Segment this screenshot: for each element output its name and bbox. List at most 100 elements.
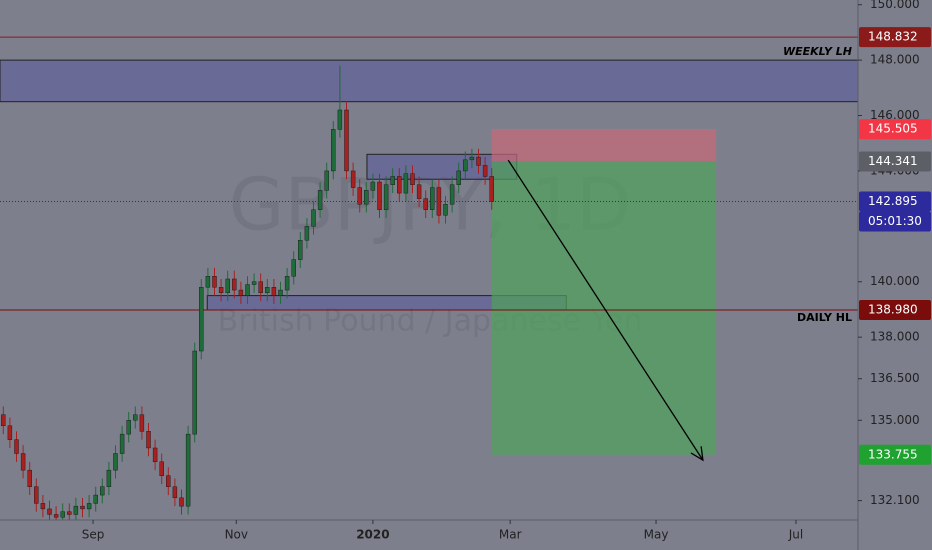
price-badge <box>859 151 931 172</box>
y-tick-label: 140.000 <box>870 274 920 288</box>
candle-body <box>423 198 428 210</box>
candle-body <box>443 203 448 216</box>
countdown-label: 05:01:30 <box>868 214 922 228</box>
candle-body <box>27 469 32 487</box>
zone <box>0 59 858 103</box>
candle-body <box>152 447 158 463</box>
candle-body <box>324 170 329 191</box>
candle-body <box>119 433 125 454</box>
candle-body <box>344 109 349 172</box>
candle-body <box>20 453 26 471</box>
price-badge <box>859 300 931 321</box>
candle-body <box>7 425 13 440</box>
candle-body <box>397 176 402 194</box>
y-tick-label: 150.000 <box>870 0 920 11</box>
candle-body <box>225 278 230 294</box>
candle-body <box>34 486 39 504</box>
candle-body <box>436 187 442 216</box>
candle-body <box>232 278 237 291</box>
price-badge <box>859 119 931 140</box>
stop-zone <box>491 129 717 162</box>
candle-body <box>245 284 250 296</box>
y-tick-label: 146.000 <box>870 108 920 122</box>
candle-body <box>40 503 46 510</box>
candle-body <box>265 287 270 294</box>
y-tick-label: 148.000 <box>870 53 920 67</box>
price-badge-label: 142.895 <box>868 194 918 208</box>
candle-body <box>298 239 303 260</box>
candle-body <box>60 511 65 518</box>
candle-body <box>185 433 191 507</box>
candle-body <box>430 187 435 210</box>
candle-body <box>331 129 336 172</box>
candle-body <box>159 461 164 476</box>
candle-body <box>489 176 494 202</box>
candle-body <box>482 165 488 177</box>
candle-body <box>278 289 283 296</box>
candle-body <box>364 190 369 205</box>
price-badge-label: 133.755 <box>868 447 918 461</box>
price-badge-label: 138.980 <box>868 303 918 317</box>
candle-body <box>139 414 145 432</box>
candle-body <box>337 109 343 130</box>
candle-body <box>463 159 468 172</box>
x-tick-label: Nov <box>225 528 248 542</box>
annotation: WEEKLY LH <box>783 45 852 58</box>
candle-body <box>251 281 257 285</box>
candle-body <box>416 184 422 199</box>
price-badge <box>859 191 931 212</box>
candle-body <box>350 170 356 188</box>
candle-body <box>100 486 105 496</box>
candle-body <box>271 287 277 296</box>
candle-body <box>357 187 362 205</box>
candle-body <box>212 276 217 288</box>
price-badge-label: 145.505 <box>868 122 918 136</box>
candle-body <box>106 469 112 487</box>
candle-body <box>126 420 131 435</box>
arrow <box>507 159 704 461</box>
candle-body <box>86 503 92 510</box>
annotation: DAILY HL <box>797 311 852 324</box>
x-tick-label: May <box>644 528 669 542</box>
price-badge <box>859 444 931 465</box>
candle-body <box>476 156 481 166</box>
candle-body <box>113 453 118 471</box>
price-badge-label: 144.341 <box>868 154 918 168</box>
candle-body <box>238 289 244 296</box>
plot-area: GBPJPY, 1D British Pound / Japanese Yen <box>0 36 858 520</box>
y-tick-label: 132.100 <box>870 493 920 507</box>
candle-body <box>199 287 204 352</box>
candle-body <box>218 287 224 294</box>
candle-body <box>14 439 19 454</box>
candle-body <box>80 505 85 510</box>
candle-body <box>291 259 296 277</box>
candle-body <box>47 508 52 515</box>
candle-body <box>311 209 316 227</box>
candle-body <box>370 181 376 191</box>
candle-body <box>73 505 79 515</box>
candle-body <box>172 486 178 499</box>
y-tick-label: 136.500 <box>870 371 920 385</box>
y-tick-label: 135.000 <box>870 413 920 427</box>
candle-body <box>377 181 382 210</box>
candle-body <box>53 514 59 518</box>
arrow-head <box>690 446 704 462</box>
price-badge-label: 148.832 <box>868 30 918 44</box>
candle-body <box>179 497 184 507</box>
candle-body <box>192 350 197 435</box>
candle-body <box>390 176 395 185</box>
candle-body <box>317 190 323 210</box>
candle-body <box>1 414 6 427</box>
candle-body <box>133 414 138 421</box>
x-tick-label: Mar <box>499 528 522 542</box>
y-tick-label: 138.000 <box>870 330 920 344</box>
candle-body <box>284 276 290 291</box>
candle-body <box>456 170 461 185</box>
candle-body <box>449 184 455 205</box>
x-tick-label: Jul <box>788 528 803 542</box>
candle-body <box>205 276 211 288</box>
countdown-badge <box>859 211 931 232</box>
candle-body <box>258 281 263 294</box>
candle-body <box>403 173 409 194</box>
